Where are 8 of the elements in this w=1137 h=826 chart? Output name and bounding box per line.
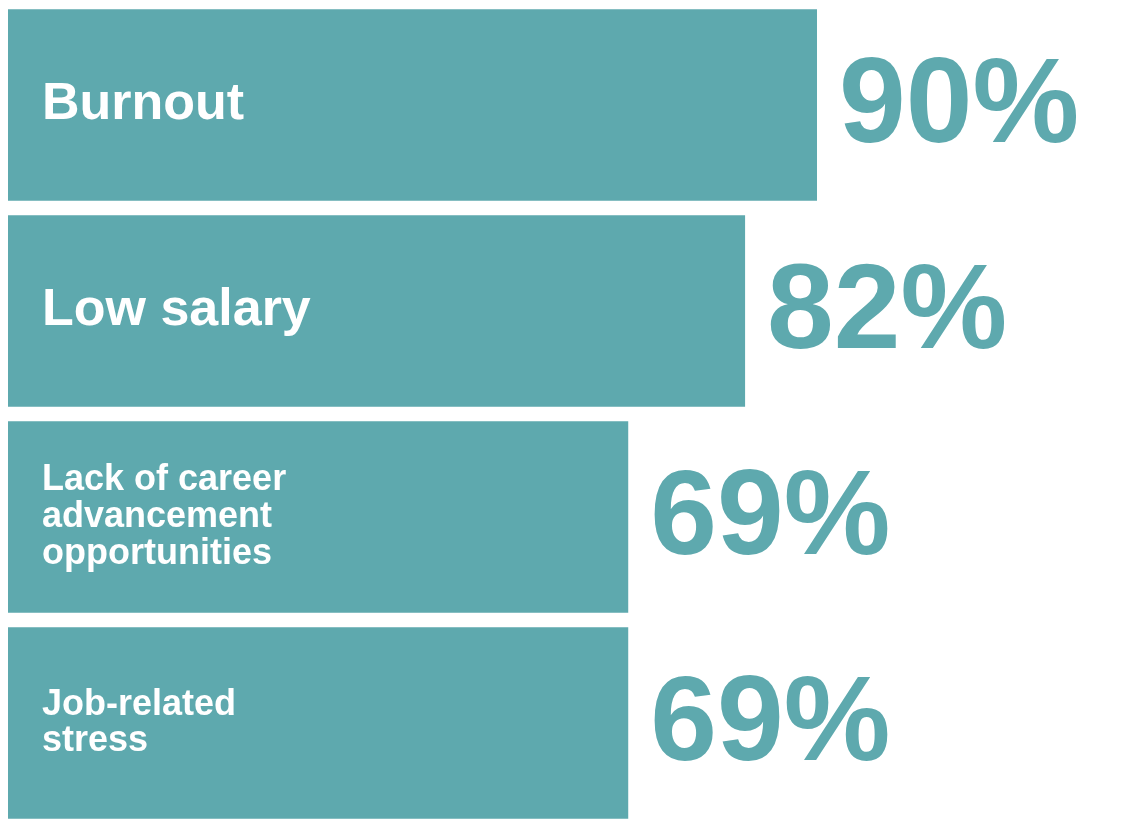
data-label: 69% [650,651,891,786]
y-tick-label: Low salary [42,278,311,337]
data-label: 69% [650,445,891,580]
data-label: 90% [839,33,1080,168]
y-tick-label: Lack of career advancement opportunities [42,457,287,572]
y-tick-label: Job-related stress [42,681,237,760]
y-tick-label: Burnout [42,72,245,131]
data-label: 82% [767,239,1008,374]
